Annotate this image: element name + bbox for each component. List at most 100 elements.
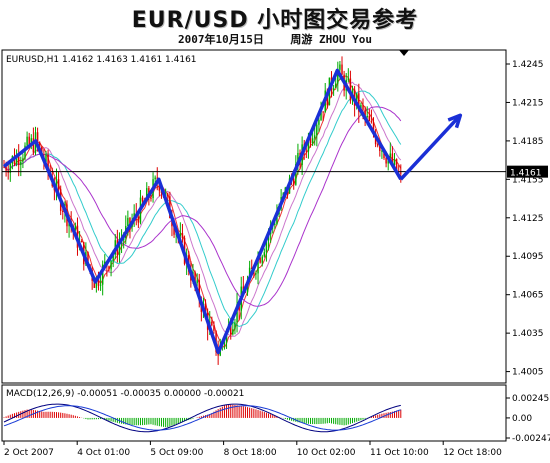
candle-body — [261, 256, 263, 263]
candle-body — [74, 225, 77, 231]
candle-body — [5, 166, 7, 171]
candle-body — [316, 124, 318, 136]
candle-body — [255, 273, 257, 275]
y-tick-label: 1.4155 — [512, 175, 544, 185]
candle-body — [198, 280, 200, 301]
candle-body — [274, 224, 276, 226]
candle-body — [22, 158, 24, 162]
candle-body — [36, 132, 39, 143]
current-price-label: 1.4161 — [510, 169, 542, 179]
candle-body — [32, 138, 35, 153]
candle-body — [223, 342, 226, 344]
candle-body — [55, 179, 58, 191]
wave-line — [2, 68, 403, 355]
candle-body — [251, 267, 253, 269]
candle-body — [87, 252, 89, 265]
ma-medium-line — [3, 81, 402, 337]
candle-body — [3, 166, 5, 168]
candle-body — [364, 109, 366, 117]
candle-body — [339, 64, 341, 70]
candle-body — [257, 257, 259, 274]
candle-body — [318, 119, 320, 125]
x-tick-label: 12 Oct 18:00 — [443, 448, 502, 458]
candle-body — [292, 178, 295, 185]
candle-body — [9, 163, 12, 173]
x-tick-label: 5 Oct 09:00 — [150, 448, 203, 458]
candle-body — [26, 136, 28, 146]
x-tick-label: 11 Oct 10:00 — [370, 448, 429, 458]
x-tick-label: 8 Oct 18:00 — [224, 448, 277, 458]
candle-body — [204, 303, 207, 313]
candle-body — [118, 242, 121, 255]
candle-body — [358, 93, 360, 112]
ma-slow-line — [3, 90, 402, 328]
shift-marker-icon — [399, 50, 409, 56]
candle-body — [263, 252, 266, 257]
candle-body — [232, 329, 234, 335]
x-tick-label: 4 Oct 01:00 — [77, 448, 130, 458]
candle-body — [141, 197, 144, 202]
macd-label: MACD(12,26,9) -0.00051 -0.00035 0.00000 … — [6, 389, 244, 399]
candle-body — [379, 145, 381, 151]
candle-body — [309, 136, 312, 144]
candle-body — [389, 153, 392, 158]
candle-body — [265, 240, 268, 253]
candle-body — [307, 136, 310, 152]
ma-long-line — [3, 106, 402, 307]
candle-body — [295, 164, 297, 185]
candle-body — [158, 183, 161, 191]
forecast-arrow-line — [399, 114, 462, 181]
candle-body — [112, 254, 114, 261]
chart-subtitle: 2007年10月15日 周游 ZHOU You — [177, 33, 373, 46]
candle-body — [381, 150, 383, 152]
candle-body — [110, 260, 112, 270]
candle-body — [17, 154, 20, 166]
candle-body — [395, 159, 398, 173]
candle-body — [127, 217, 129, 226]
candle-body — [24, 145, 26, 159]
candle-body — [234, 322, 236, 330]
candle-body — [362, 104, 364, 110]
y-tick-label: 1.4095 — [512, 252, 544, 262]
candle-body — [99, 284, 102, 286]
candle-body — [341, 64, 343, 75]
candle-body — [391, 153, 394, 165]
x-tick-label: 2 Oct 2007 — [4, 448, 54, 458]
candle-body — [372, 122, 375, 134]
candle-body — [28, 136, 30, 146]
candle-body — [104, 261, 106, 265]
symbol-label: EURUSD,H1 1.4162 1.4163 1.4161 1.4161 — [6, 55, 197, 65]
candle-body — [196, 280, 198, 283]
chart-title: EUR/USD 小时图交易参考 — [131, 8, 419, 33]
candle-body — [400, 172, 402, 174]
candle-body — [167, 193, 169, 197]
candle-body — [236, 303, 238, 323]
candle-body — [30, 138, 33, 146]
candle-body — [101, 264, 104, 285]
candle-body — [62, 210, 64, 212]
ma-fast-line — [3, 75, 402, 349]
candle-body — [213, 325, 215, 331]
candle-body — [154, 177, 156, 180]
x-tick-label: 10 Oct 02:00 — [297, 448, 356, 458]
candle-body — [313, 135, 316, 139]
candle-body — [334, 83, 337, 88]
candle-body — [276, 214, 278, 225]
price-panel-frame — [1, 49, 507, 384]
candle-body — [181, 233, 184, 238]
candle-body — [45, 154, 47, 163]
candle-body — [20, 161, 22, 166]
candle-body — [47, 154, 49, 171]
macd-signal-line — [3, 405, 401, 431]
candle-body — [179, 233, 182, 237]
candle-body — [337, 69, 339, 84]
y-tick-label: 1.4245 — [512, 60, 544, 70]
candle-body — [322, 111, 324, 113]
candle-body — [366, 115, 368, 117]
macd-y-tick-label: 0.00 — [512, 414, 532, 424]
candle-body — [194, 272, 196, 283]
y-tick-label: 1.4125 — [512, 214, 544, 224]
macd-y-tick-label: -0.00247 — [512, 434, 550, 444]
macd-y-tick-label: 0.00245 — [512, 394, 549, 404]
